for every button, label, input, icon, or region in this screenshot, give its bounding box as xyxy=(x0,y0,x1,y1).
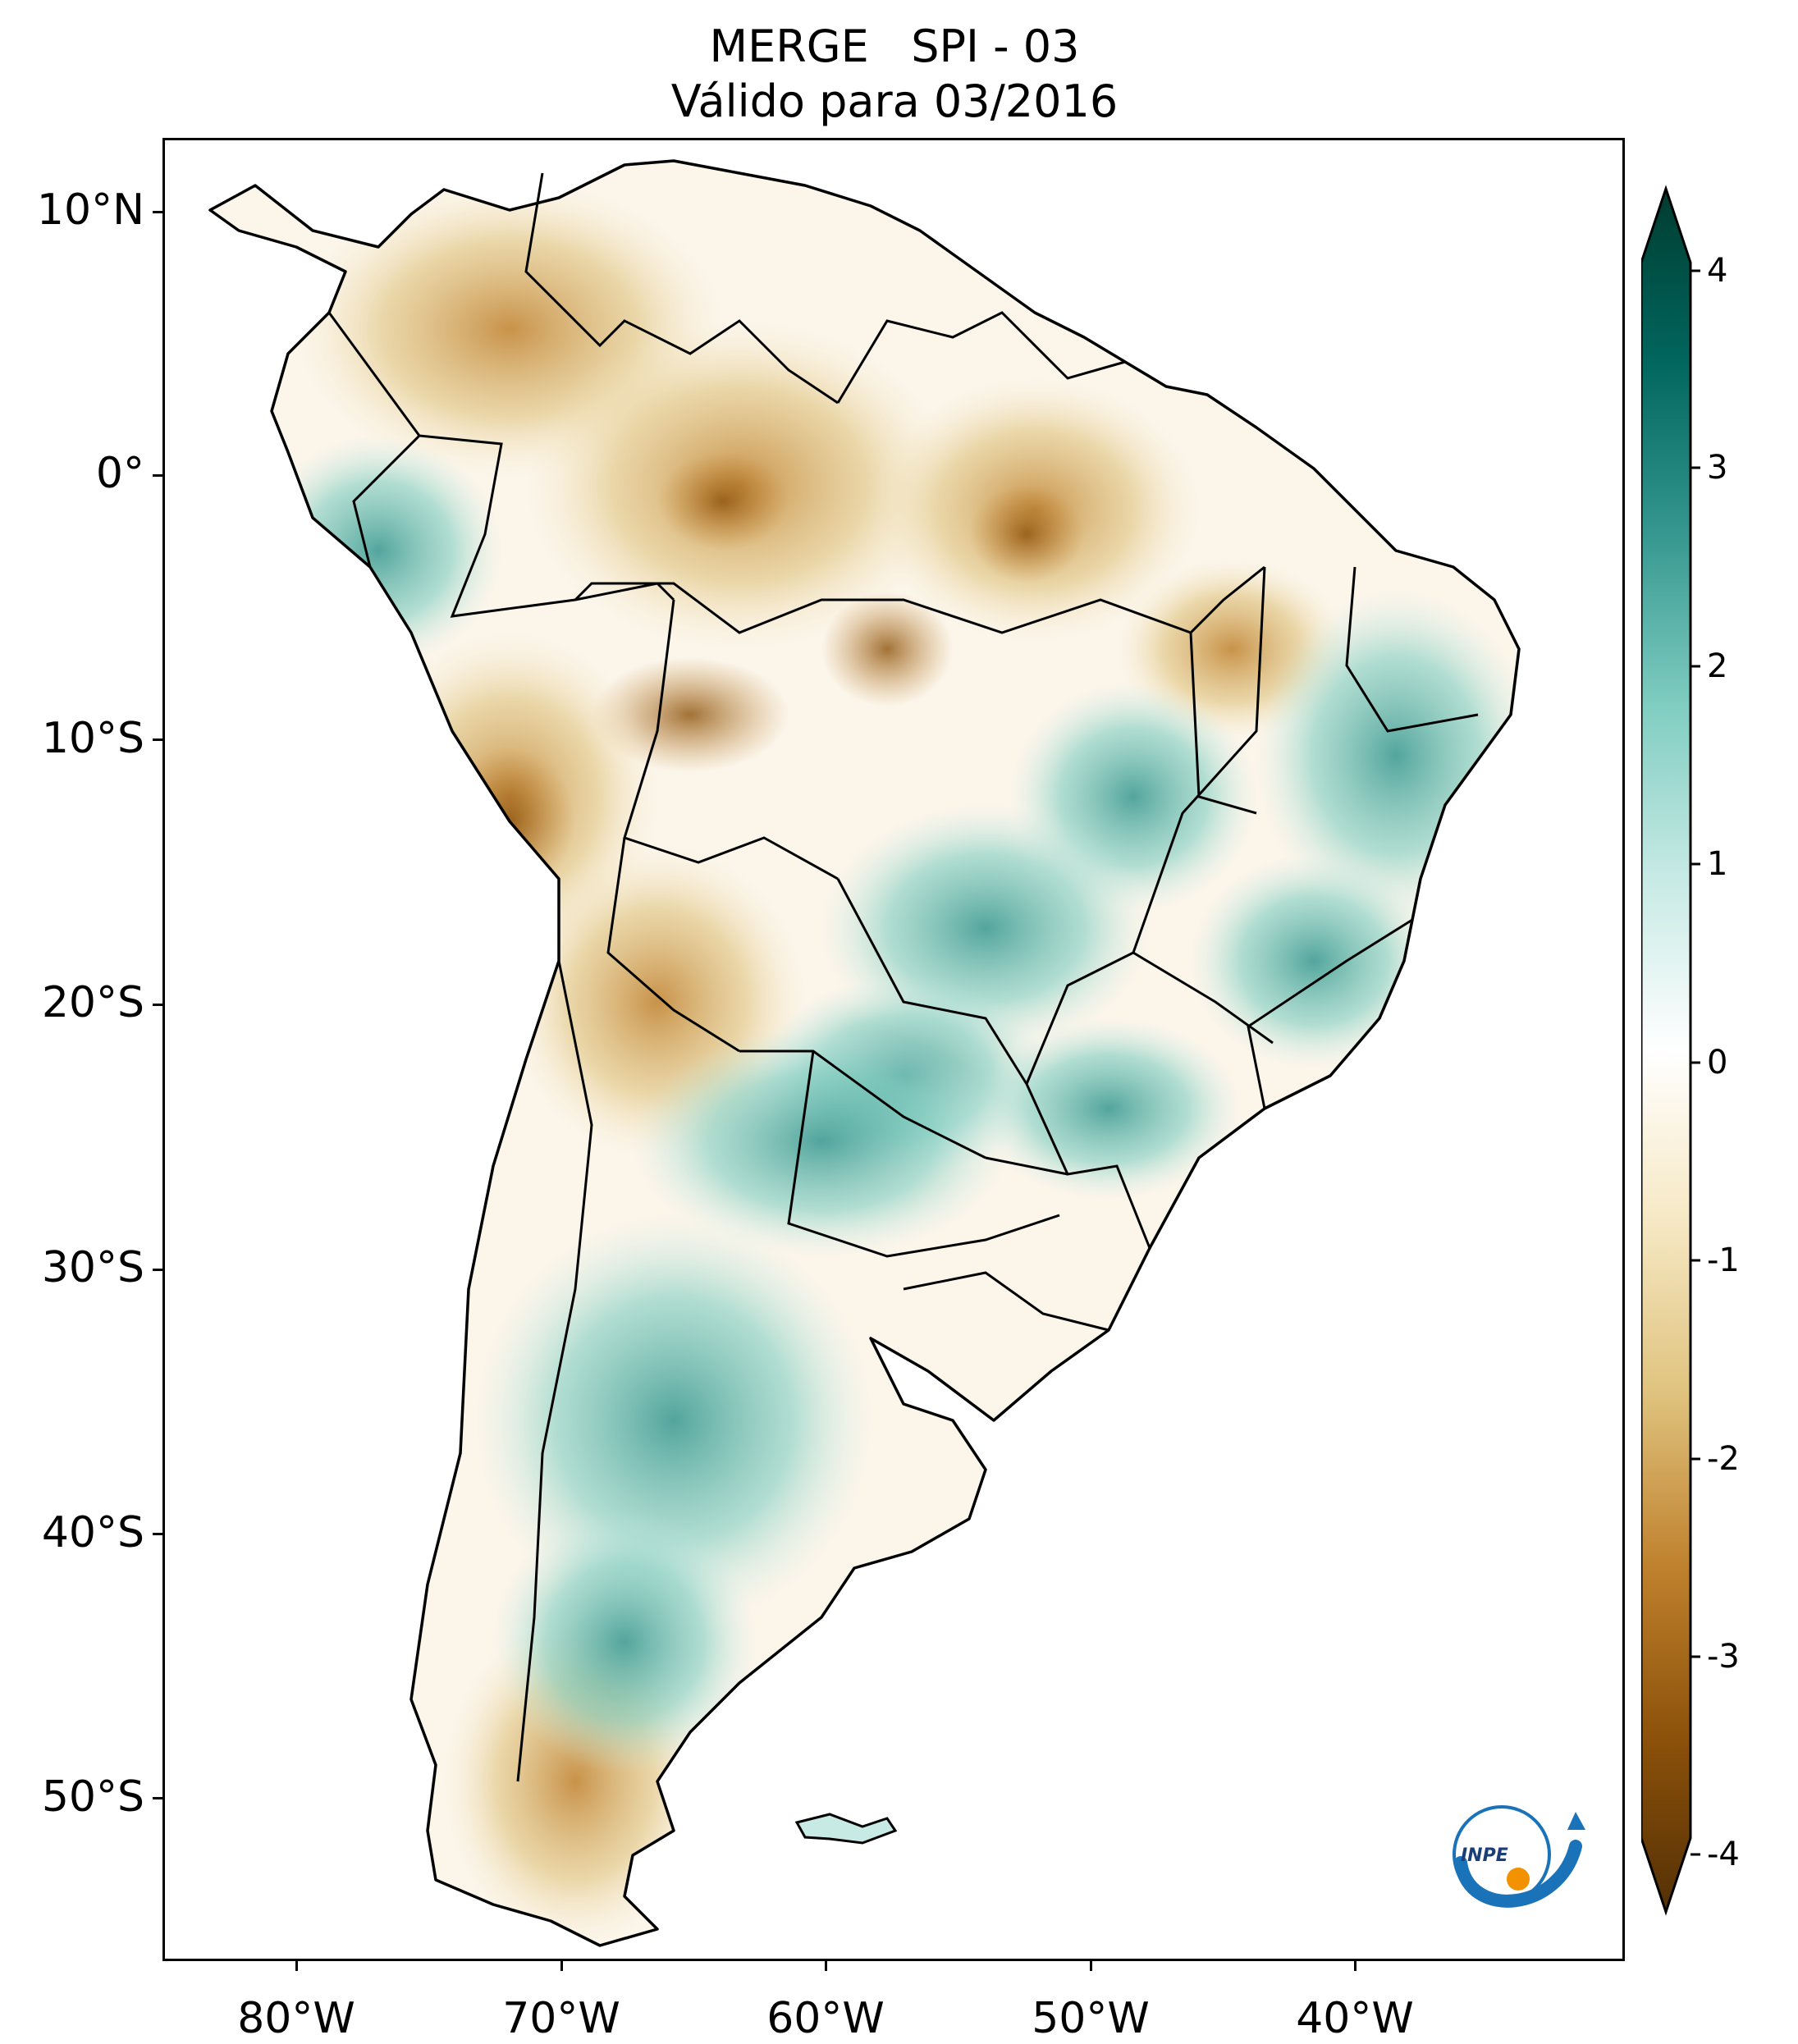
colorbar xyxy=(1641,185,1700,1916)
colorbar-label-neg4: -4 xyxy=(1707,1836,1740,1873)
lon-tick xyxy=(560,1961,563,1971)
colorbar-label-3: 3 xyxy=(1707,449,1728,487)
map-title: MERGE SPI - 03 xyxy=(709,21,1080,72)
lon-label-80w: 80°W xyxy=(237,1994,355,2043)
lon-label-60w: 60°W xyxy=(766,1994,885,2043)
colorbar-label-neg1: -1 xyxy=(1707,1241,1740,1279)
lat-tick xyxy=(153,1269,162,1271)
lon-label-40w: 40°W xyxy=(1296,1994,1414,2043)
lat-label-40s: 40°S xyxy=(41,1508,144,1557)
lat-tick xyxy=(153,1797,162,1799)
south-america-map xyxy=(208,159,1521,1947)
coastline xyxy=(208,159,1521,1947)
map-subtitle: Válido para 03/2016 xyxy=(670,75,1119,127)
falkland-islands xyxy=(794,1813,898,1845)
colorbar-label-1: 1 xyxy=(1707,845,1728,883)
lat-label-10s: 10°S xyxy=(41,714,144,763)
lat-tick xyxy=(153,738,162,741)
colorbar-label-4: 4 xyxy=(1707,252,1728,290)
lon-tick xyxy=(825,1961,827,1971)
colorbar-label-neg3: -3 xyxy=(1707,1638,1740,1676)
lon-tick xyxy=(1090,1961,1092,1971)
lon-label-50w: 50°W xyxy=(1032,1994,1150,2043)
lat-label-10n: 10°N xyxy=(36,185,144,235)
country-borders xyxy=(327,172,1479,1782)
lon-tick xyxy=(1354,1961,1357,1971)
lat-tick xyxy=(153,474,162,477)
colorbar-bar xyxy=(1641,185,1692,1916)
lat-tick xyxy=(153,211,162,213)
lat-label-50s: 50°S xyxy=(41,1772,144,1822)
lat-label-20s: 20°S xyxy=(41,978,144,1027)
colorbar-label-0: 0 xyxy=(1707,1044,1728,1081)
lat-label-30s: 30°S xyxy=(41,1243,144,1292)
inpe-logo: INPE xyxy=(1453,1805,1585,1908)
lat-label-0: 0° xyxy=(95,449,144,498)
lat-tick xyxy=(153,1004,162,1006)
colorbar-label-2: 2 xyxy=(1707,647,1728,685)
inpe-logo-text: INPE xyxy=(1461,1845,1508,1866)
colorbar-ticks xyxy=(1690,269,1700,1856)
lon-tick xyxy=(295,1961,298,1971)
colorbar-label-neg2: -2 xyxy=(1707,1440,1740,1478)
map-panel xyxy=(162,138,1625,1961)
lon-label-70w: 70°W xyxy=(502,1994,620,2043)
lat-tick xyxy=(153,1533,162,1535)
